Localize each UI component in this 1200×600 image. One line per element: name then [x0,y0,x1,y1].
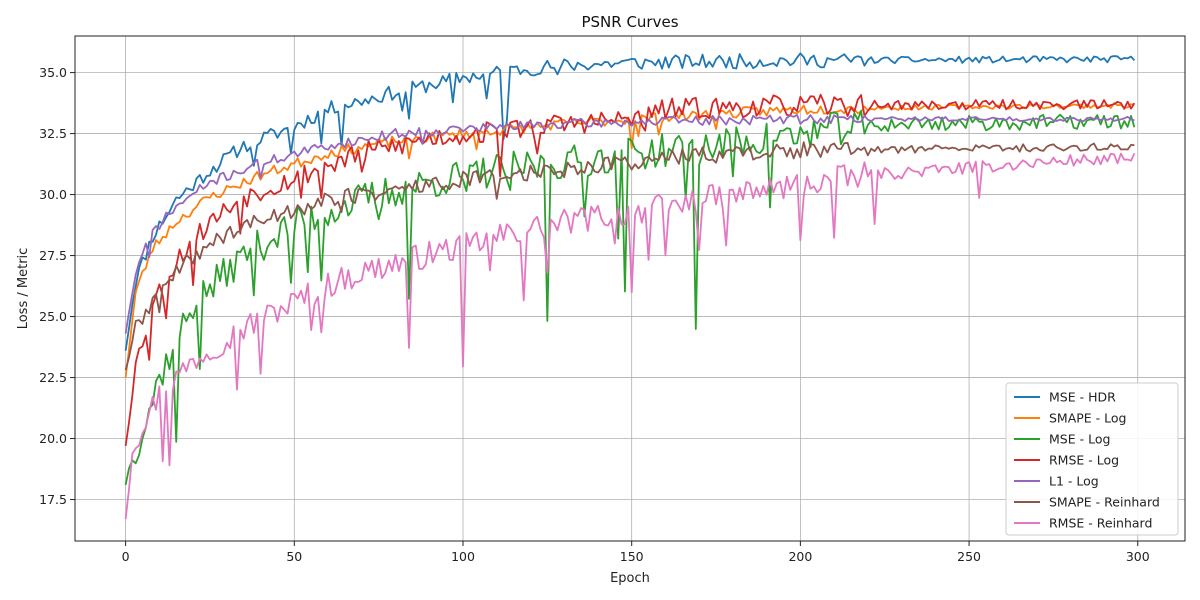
y-tick-label: 32.5 [39,126,67,141]
x-tick-label: 250 [957,549,981,564]
x-tick-label: 100 [451,549,475,564]
y-axis-title: Loss / Metric [16,248,31,330]
legend-label: RMSE - Reinhard [1049,516,1152,531]
x-axis-title: Epoch [610,571,650,586]
x-axis: 0 50 100 150 200 250 300 [122,541,1150,564]
plot-frame [74,35,1186,542]
series-line-4 [124,114,1135,334]
x-tick-label: 0 [122,549,130,564]
series-line-1 [124,102,1135,378]
legend-label: SMAPE - Reinhard [1049,495,1160,510]
series-line-0 [124,52,1136,351]
x-tick-label: 150 [620,549,644,564]
y-tick-label: 25.0 [39,309,67,324]
y-axis: 17.5 20.0 22.5 25.0 27.5 30.0 32.5 35.0 [39,65,75,507]
y-tick-label: 22.5 [39,370,67,385]
legend-label: RMSE - Log [1049,453,1119,468]
legend-label: L1 - Log [1049,474,1099,489]
legend-label: MSE - Log [1049,432,1110,447]
chart-title: PSNR Curves [581,13,678,31]
legend-box [1005,382,1179,536]
y-tick-label: 35.0 [39,65,67,80]
legend: MSE - HDR SMAPE - Log MSE - Log RMSE - Log L… [1005,382,1179,536]
series-layer [124,52,1136,520]
series-line-6 [124,152,1136,520]
x-tick-label: 200 [788,549,812,564]
legend-label: SMAPE - Log [1049,411,1127,426]
y-tick-label: 27.5 [39,248,67,263]
y-tick-label: 20.0 [39,431,67,446]
y-tick-label: 17.5 [39,492,67,507]
x-tick-label: 300 [1126,549,1150,564]
series-line-5 [124,141,1135,371]
series-line-2 [124,110,1136,486]
x-tick-label: 50 [286,549,302,564]
y-tick-label: 30.0 [39,187,67,202]
series-line-3 [124,93,1136,446]
legend-label: MSE - HDR [1049,390,1116,405]
